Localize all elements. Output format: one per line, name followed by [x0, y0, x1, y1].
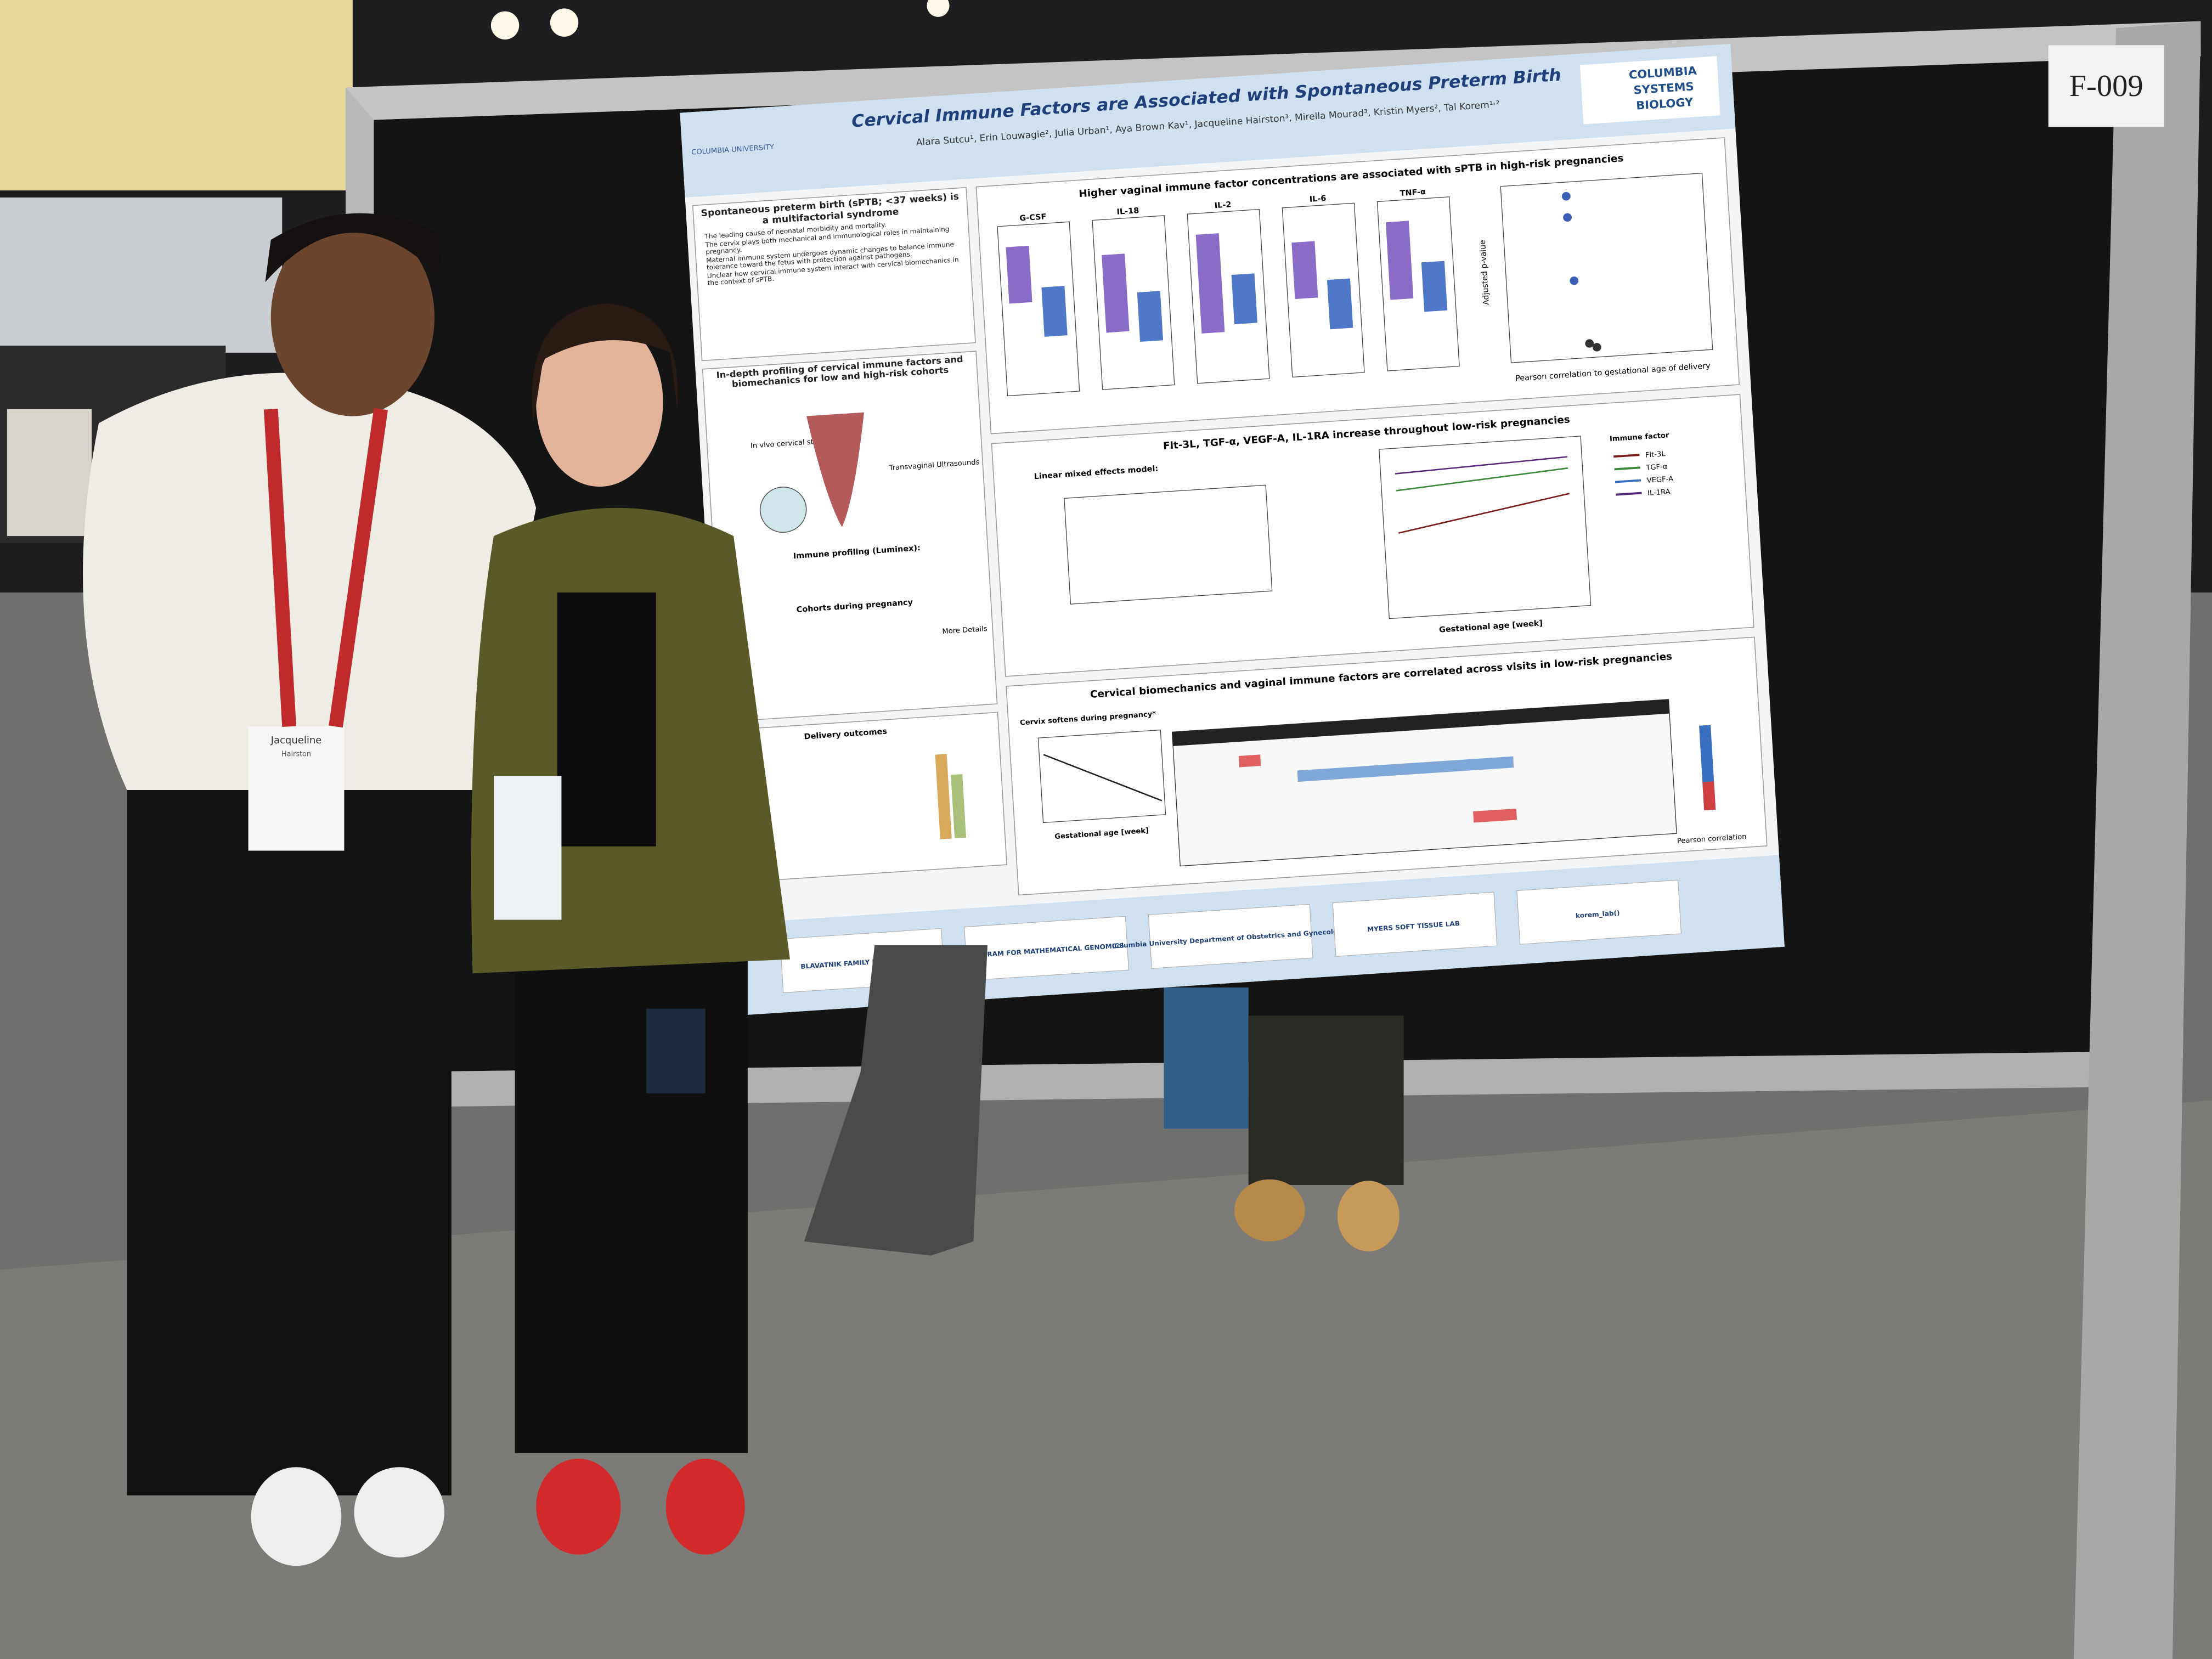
point [1563, 213, 1572, 222]
badge [494, 776, 562, 920]
outcomes-bar [951, 774, 967, 839]
box-tb [1327, 278, 1353, 330]
face [536, 317, 663, 487]
badge [248, 726, 345, 851]
neighbor-poster [7, 409, 92, 537]
person-legs [804, 945, 988, 1256]
heatmap-header [1172, 699, 1670, 747]
badge-name: Jacqueline [270, 735, 322, 746]
box-sptb [1195, 233, 1225, 334]
top [557, 592, 656, 847]
trend-frame [1379, 436, 1592, 619]
box-sptb [1102, 253, 1130, 333]
regression-line [1043, 754, 1163, 802]
y-label: Adjusted p-value [1479, 240, 1491, 306]
factor-label: G-CSF [1019, 212, 1047, 223]
light [550, 8, 579, 37]
lanyard [263, 408, 388, 728]
legend-swatch [1614, 466, 1640, 471]
person-legs [1248, 1015, 1404, 1185]
trend-line [1396, 467, 1568, 492]
legend-swatch [1613, 454, 1640, 458]
sign-text: F-009 [2069, 69, 2143, 103]
volcano-frame [1064, 484, 1273, 605]
sponsor-box [1332, 891, 1498, 957]
shoe [354, 1467, 444, 1558]
frame-top [346, 21, 2201, 120]
point [1592, 343, 1601, 352]
point [1570, 276, 1579, 285]
factor-label: IL-6 [1309, 194, 1327, 204]
factor-label: IL-18 [1116, 206, 1139, 216]
details-label: More Details [942, 625, 988, 636]
intro-box [692, 187, 976, 362]
heatmap-cell [1473, 808, 1517, 823]
logo-right-box [1579, 56, 1720, 125]
outcomes-bar [935, 754, 952, 839]
legend-label: TGF-α [1645, 462, 1668, 472]
box-tb [1421, 261, 1448, 312]
box-sptb [1291, 241, 1318, 300]
legend-label: IL-1RA [1647, 488, 1671, 498]
box-tb [1231, 273, 1257, 325]
boxplots: G-CSF IL-18 IL-2 IL-6 TNF-α [997, 188, 1460, 397]
intro-bullets: The leading cause of neonatal morbidity … [699, 217, 967, 288]
shoe [251, 1467, 342, 1566]
frame-leg [2074, 21, 2201, 1659]
light [490, 11, 520, 40]
hair [265, 213, 444, 283]
legend-label: Flt-3L [1645, 450, 1666, 459]
box-sptb [1006, 245, 1032, 304]
shoe [536, 1458, 621, 1555]
hair [532, 303, 678, 424]
sponsor-box [1148, 904, 1313, 969]
badge-name: Hairston [281, 750, 311, 758]
trousers [127, 733, 452, 1496]
sign [2048, 45, 2164, 127]
legend-label: VEGF-A [1646, 475, 1673, 485]
poster-header [680, 43, 1736, 198]
shoe [665, 1458, 745, 1555]
point [1561, 192, 1571, 201]
heatmap-cell [1238, 754, 1261, 768]
dish-illustration [759, 487, 807, 533]
box-tb [1137, 291, 1164, 342]
face [270, 218, 435, 416]
sponsor-box [1516, 879, 1682, 945]
cup [646, 1008, 706, 1093]
backpack [1164, 988, 1249, 1129]
blouse [83, 373, 537, 790]
shoe [1234, 1179, 1305, 1242]
heatmap-row [1297, 756, 1514, 782]
stiffness-frame [1037, 729, 1166, 823]
trend-line [1395, 456, 1568, 475]
light [927, 0, 950, 17]
box-tb [1041, 286, 1068, 337]
box-sptb [1385, 221, 1414, 300]
legend-swatch [1615, 479, 1641, 483]
point [1585, 339, 1594, 348]
poster: Cervical Immune Factors are Associated w… [680, 43, 1785, 1016]
trend-line [1398, 493, 1570, 534]
intro: Spontaneous preterm birth (sPTB; <37 wee… [699, 191, 967, 288]
sponsor-name: korem_lab() [1576, 909, 1621, 920]
wall [0, 198, 283, 353]
legend-title: Immune factor [1610, 431, 1670, 443]
wall-banner [0, 0, 353, 191]
legend-swatch [1616, 492, 1642, 496]
cervix-illustration [806, 412, 864, 527]
legend: Flt-3L TGF-α VEGF-A IL-1RA [1613, 450, 1674, 498]
shoe [1337, 1181, 1400, 1251]
factor-label: IL-2 [1214, 200, 1231, 210]
scatter-frame [1500, 172, 1713, 363]
factor-label: TNF-α [1400, 188, 1426, 198]
colorbar [1702, 781, 1716, 811]
